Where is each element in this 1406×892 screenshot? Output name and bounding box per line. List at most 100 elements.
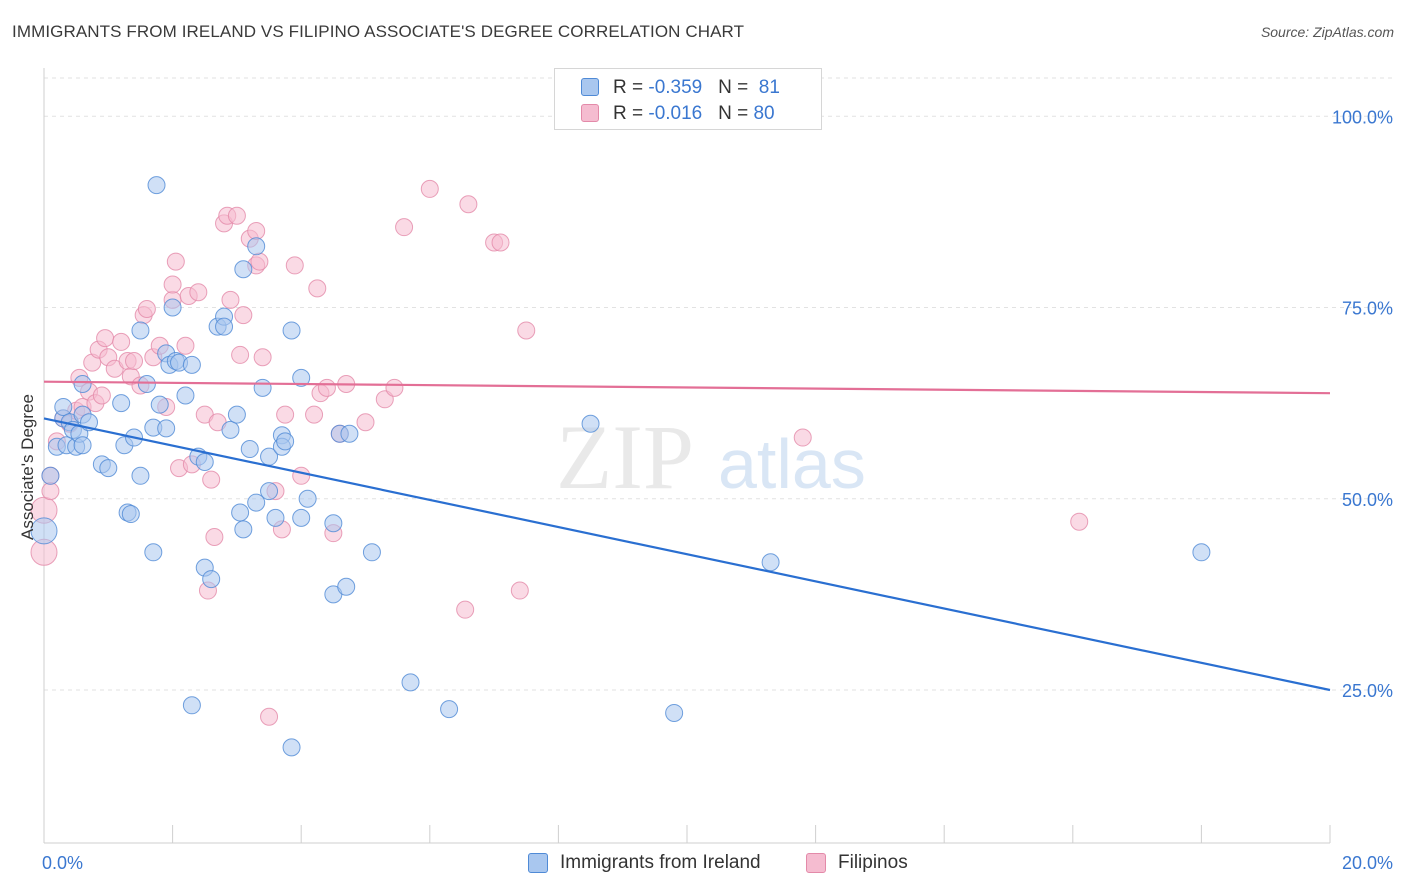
filipinos-point — [491, 233, 510, 252]
legend-r-value-filipinos: -0.016 — [648, 103, 703, 124]
filipinos-point — [292, 466, 311, 485]
ireland-point — [231, 503, 250, 522]
filipinos-point — [96, 329, 115, 348]
filipinos-point — [221, 290, 240, 309]
x-tick-label-max: 20.0% — [1342, 853, 1393, 873]
trend-lines — [43, 380, 1331, 692]
ireland-point — [131, 466, 150, 485]
ireland-point — [73, 375, 92, 393]
ireland-point — [221, 420, 240, 439]
filipinos-point — [227, 206, 246, 225]
ireland-point — [144, 543, 163, 562]
ireland-point — [292, 508, 311, 527]
legend-n-label-ireland: N = — [718, 77, 754, 98]
ireland-point — [1192, 543, 1211, 562]
ireland-point — [137, 375, 156, 393]
filipinos-point — [356, 413, 375, 432]
axes — [43, 68, 1331, 844]
ireland-point — [176, 386, 195, 405]
bottom-legend-swatch-ireland — [528, 853, 548, 873]
ireland-point — [337, 577, 356, 596]
filipinos-point — [385, 378, 404, 397]
filipinos-point — [317, 378, 336, 397]
ireland-point — [253, 378, 272, 397]
ireland-point — [150, 395, 169, 414]
filipinos-point — [163, 275, 182, 294]
legend-swatch-filipinos — [581, 104, 599, 122]
ireland-point — [182, 696, 201, 715]
ireland-point — [340, 424, 359, 443]
filipinos-point — [247, 222, 266, 240]
legend-n-value-ireland: 81 — [758, 77, 780, 98]
legend-r-label-filipinos: R = — [613, 103, 649, 124]
ireland-point — [276, 432, 295, 451]
filipinos-point — [793, 428, 812, 447]
filipinos-trend-line — [43, 380, 1331, 395]
ireland-point — [401, 673, 420, 692]
y-axis-label: Associate's Degree — [18, 394, 37, 540]
ireland-point — [581, 414, 600, 433]
y-tick-label: 50.0% — [1342, 490, 1393, 510]
ireland-point — [234, 520, 253, 539]
ireland-point — [292, 368, 311, 387]
filipinos-point — [202, 470, 221, 489]
filipinos-point — [137, 300, 156, 319]
ireland-point — [215, 317, 234, 336]
filipinos-point — [420, 179, 439, 198]
ireland-point — [282, 738, 301, 757]
filipinos-point — [250, 252, 269, 271]
ireland-point — [227, 405, 246, 424]
source-credit: Source: ZipAtlas.com — [1260, 24, 1394, 40]
ireland-point — [260, 482, 279, 501]
y-tick-label: 75.0% — [1342, 299, 1393, 319]
filipinos-point — [308, 279, 327, 298]
chart-title: IMMIGRANTS FROM IRELAND VS FILIPINO ASSO… — [12, 22, 745, 41]
filipinos-point — [456, 600, 475, 619]
filipinos-points — [30, 179, 1089, 726]
filipinos-point — [510, 581, 529, 600]
ireland-point — [195, 453, 214, 472]
bottom-legend-label-ireland: Immigrants from Ireland — [560, 852, 761, 873]
filipinos-point — [253, 348, 272, 367]
ireland-point — [282, 321, 301, 340]
ireland-points — [30, 176, 1211, 757]
watermark-zip: ZIP — [556, 406, 694, 508]
ireland-point — [41, 466, 60, 485]
ireland-point — [54, 397, 73, 416]
ireland-point — [324, 514, 343, 533]
ireland-point — [147, 176, 166, 195]
filipinos-point — [234, 306, 253, 325]
ireland-trend-line — [43, 417, 1331, 692]
filipinos-point — [517, 321, 536, 340]
ireland-point — [163, 298, 182, 317]
filipinos-point — [305, 405, 324, 424]
filipinos-point — [205, 528, 224, 546]
ireland-point — [131, 321, 150, 340]
ireland-point — [73, 436, 92, 455]
legend-r-label-ireland: R = — [613, 77, 649, 98]
ireland-point — [247, 237, 266, 256]
ireland-point — [440, 700, 459, 719]
y-tick-label: 25.0% — [1342, 681, 1393, 701]
filipinos-point — [92, 386, 111, 405]
ireland-point — [761, 553, 780, 572]
filipinos-point — [260, 707, 279, 726]
legend-n-label-filipinos: N = — [718, 103, 754, 124]
y-tick-label: 100.0% — [1332, 107, 1393, 127]
filipinos-point — [176, 336, 195, 355]
filipinos-point — [112, 332, 131, 351]
ireland-point — [234, 260, 253, 279]
ireland-point — [247, 493, 266, 512]
ireland-point — [121, 505, 140, 524]
filipinos-point — [41, 482, 60, 501]
legend-n-value-filipinos: 80 — [753, 103, 775, 124]
ireland-point — [157, 419, 176, 438]
legend-swatch-ireland — [581, 78, 599, 96]
filipinos-point — [125, 352, 144, 371]
filipinos-point — [395, 218, 414, 237]
ireland-point — [30, 517, 58, 545]
watermark-atlas: atlas — [718, 425, 866, 503]
filipinos-point — [1070, 512, 1089, 531]
ireland-point — [240, 440, 259, 459]
